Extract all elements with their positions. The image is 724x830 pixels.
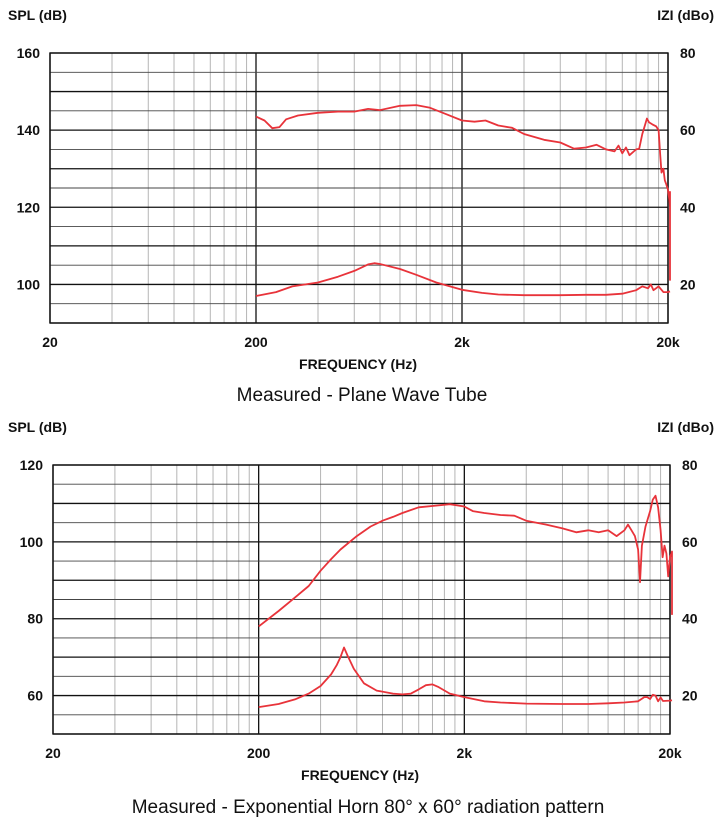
x-tick-label: 200 bbox=[247, 745, 271, 761]
impedance-curve bbox=[258, 646, 673, 708]
x-tick-label: 2k bbox=[457, 745, 473, 761]
y-tick-label-right: 80 bbox=[680, 45, 696, 61]
y-tick-label-left: 120 bbox=[20, 457, 44, 473]
y-tick-label-right: 40 bbox=[682, 611, 698, 627]
y-tick-label-left: 120 bbox=[17, 199, 41, 215]
chart-exponential-horn: 20 200 2k 20k 60 80 100 120 20 40 60 80 SPL (dB) IZ… bbox=[8, 419, 714, 818]
y-tick-label-left: 80 bbox=[27, 611, 43, 627]
y-axis-left-label: SPL (dB) bbox=[8, 7, 67, 23]
plot-frame bbox=[52, 464, 671, 735]
y-tick-label-right: 20 bbox=[680, 276, 696, 292]
tick-labels: 20 200 2k 20k 60 80 100 120 20 40 60 80 bbox=[20, 457, 698, 761]
plot-curves bbox=[255, 104, 671, 297]
x-tick-label: 20k bbox=[656, 334, 680, 350]
y-tick-label-left: 160 bbox=[17, 45, 41, 61]
spl-curve bbox=[258, 494, 673, 628]
y-tick-label-right: 40 bbox=[680, 199, 696, 215]
y-tick-label-right: 60 bbox=[682, 534, 698, 550]
plot-curves bbox=[258, 494, 673, 708]
x-tick-label: 20 bbox=[42, 334, 58, 350]
y-tick-label-left: 140 bbox=[17, 122, 41, 138]
chart-caption: Measured - Plane Wave Tube bbox=[237, 385, 488, 406]
x-axis-label: FREQUENCY (Hz) bbox=[301, 767, 419, 783]
y-tick-label-left: 60 bbox=[27, 688, 43, 704]
y-tick-label-right: 80 bbox=[682, 457, 698, 473]
plot-grid bbox=[52, 464, 671, 735]
spl-curve bbox=[255, 104, 671, 281]
y-axis-right-label: IZI (dBo) bbox=[657, 419, 714, 435]
y-tick-label-right: 20 bbox=[682, 688, 698, 704]
x-tick-label: 20 bbox=[45, 745, 61, 761]
x-tick-label: 20k bbox=[658, 745, 682, 761]
chart-caption: Measured - Exponential Horn 80° x 60° ra… bbox=[132, 797, 605, 818]
x-tick-label: 200 bbox=[244, 334, 268, 350]
y-tick-label-left: 100 bbox=[20, 534, 44, 550]
y-tick-label-right: 60 bbox=[680, 122, 696, 138]
impedance-curve bbox=[255, 262, 671, 297]
plot-grid bbox=[49, 52, 669, 324]
tick-labels: 20 200 2k 20k 100 120 140 160 20 40 60 80 bbox=[17, 45, 696, 350]
x-axis-label: FREQUENCY (Hz) bbox=[299, 356, 417, 372]
y-axis-left-label: SPL (dB) bbox=[8, 419, 67, 435]
y-axis-right-label: IZI (dBo) bbox=[657, 7, 714, 23]
x-tick-label: 2k bbox=[454, 334, 470, 350]
y-tick-label-left: 100 bbox=[17, 276, 41, 292]
